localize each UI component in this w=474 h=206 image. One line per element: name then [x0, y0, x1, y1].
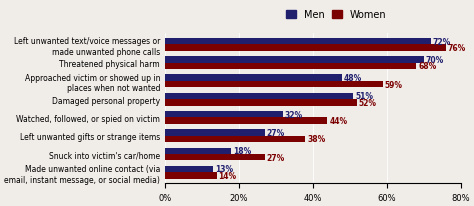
Bar	[165, 166, 213, 172]
Text: 44%: 44%	[329, 117, 347, 125]
Bar	[165, 154, 264, 160]
Text: 27%: 27%	[266, 128, 285, 137]
Bar	[165, 63, 416, 70]
Text: 70%: 70%	[426, 56, 444, 64]
Bar	[165, 100, 357, 106]
Bar	[165, 172, 217, 179]
Text: 48%: 48%	[344, 74, 362, 83]
Bar	[165, 118, 328, 124]
Text: 59%: 59%	[385, 80, 403, 89]
Bar	[165, 39, 431, 45]
Text: 27%: 27%	[266, 153, 285, 162]
Text: 13%: 13%	[215, 165, 233, 174]
Bar	[165, 57, 424, 63]
Text: 51%: 51%	[355, 92, 373, 101]
Bar	[165, 130, 264, 136]
Bar	[165, 81, 383, 88]
Bar	[165, 148, 231, 154]
Bar	[165, 45, 446, 52]
Text: 14%: 14%	[219, 171, 237, 180]
Bar	[165, 93, 353, 100]
Text: 68%: 68%	[418, 62, 436, 71]
Bar	[165, 75, 342, 81]
Bar	[165, 136, 305, 142]
Text: 18%: 18%	[233, 146, 252, 156]
Text: 72%: 72%	[433, 37, 451, 46]
Bar	[165, 111, 283, 118]
Text: 52%: 52%	[359, 98, 377, 107]
Text: 38%: 38%	[307, 135, 326, 144]
Text: 32%: 32%	[285, 110, 303, 119]
Text: 76%: 76%	[447, 44, 466, 53]
Legend: Men, Women: Men, Women	[283, 6, 390, 24]
